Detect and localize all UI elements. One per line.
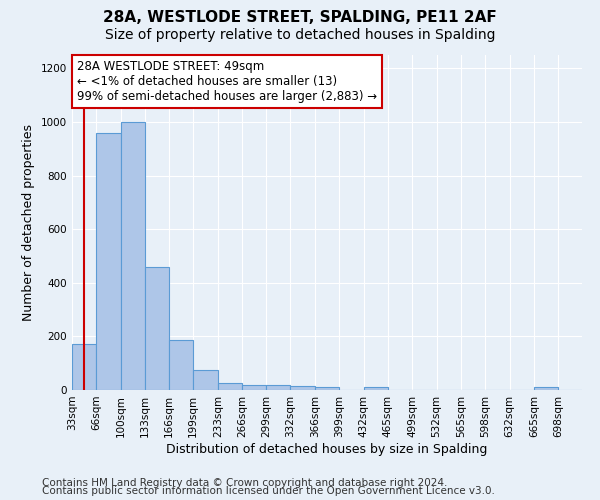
Y-axis label: Number of detached properties: Number of detached properties — [22, 124, 35, 321]
Text: 28A WESTLODE STREET: 49sqm
← <1% of detached houses are smaller (13)
99% of semi: 28A WESTLODE STREET: 49sqm ← <1% of deta… — [77, 60, 377, 103]
Bar — [145, 266, 169, 390]
Bar — [121, 122, 145, 390]
Text: Contains HM Land Registry data © Crown copyright and database right 2024.: Contains HM Land Registry data © Crown c… — [42, 478, 448, 488]
Bar — [364, 388, 388, 390]
Bar — [72, 344, 96, 390]
Bar — [193, 370, 218, 390]
Bar — [290, 386, 316, 390]
Bar — [242, 384, 266, 390]
Bar — [534, 388, 558, 390]
Bar — [96, 132, 121, 390]
X-axis label: Distribution of detached houses by size in Spalding: Distribution of detached houses by size … — [166, 442, 488, 456]
Bar — [169, 340, 193, 390]
Bar — [316, 387, 340, 390]
Bar — [218, 384, 242, 390]
Bar — [266, 385, 290, 390]
Text: 28A, WESTLODE STREET, SPALDING, PE11 2AF: 28A, WESTLODE STREET, SPALDING, PE11 2AF — [103, 10, 497, 25]
Text: Size of property relative to detached houses in Spalding: Size of property relative to detached ho… — [105, 28, 495, 42]
Text: Contains public sector information licensed under the Open Government Licence v3: Contains public sector information licen… — [42, 486, 495, 496]
